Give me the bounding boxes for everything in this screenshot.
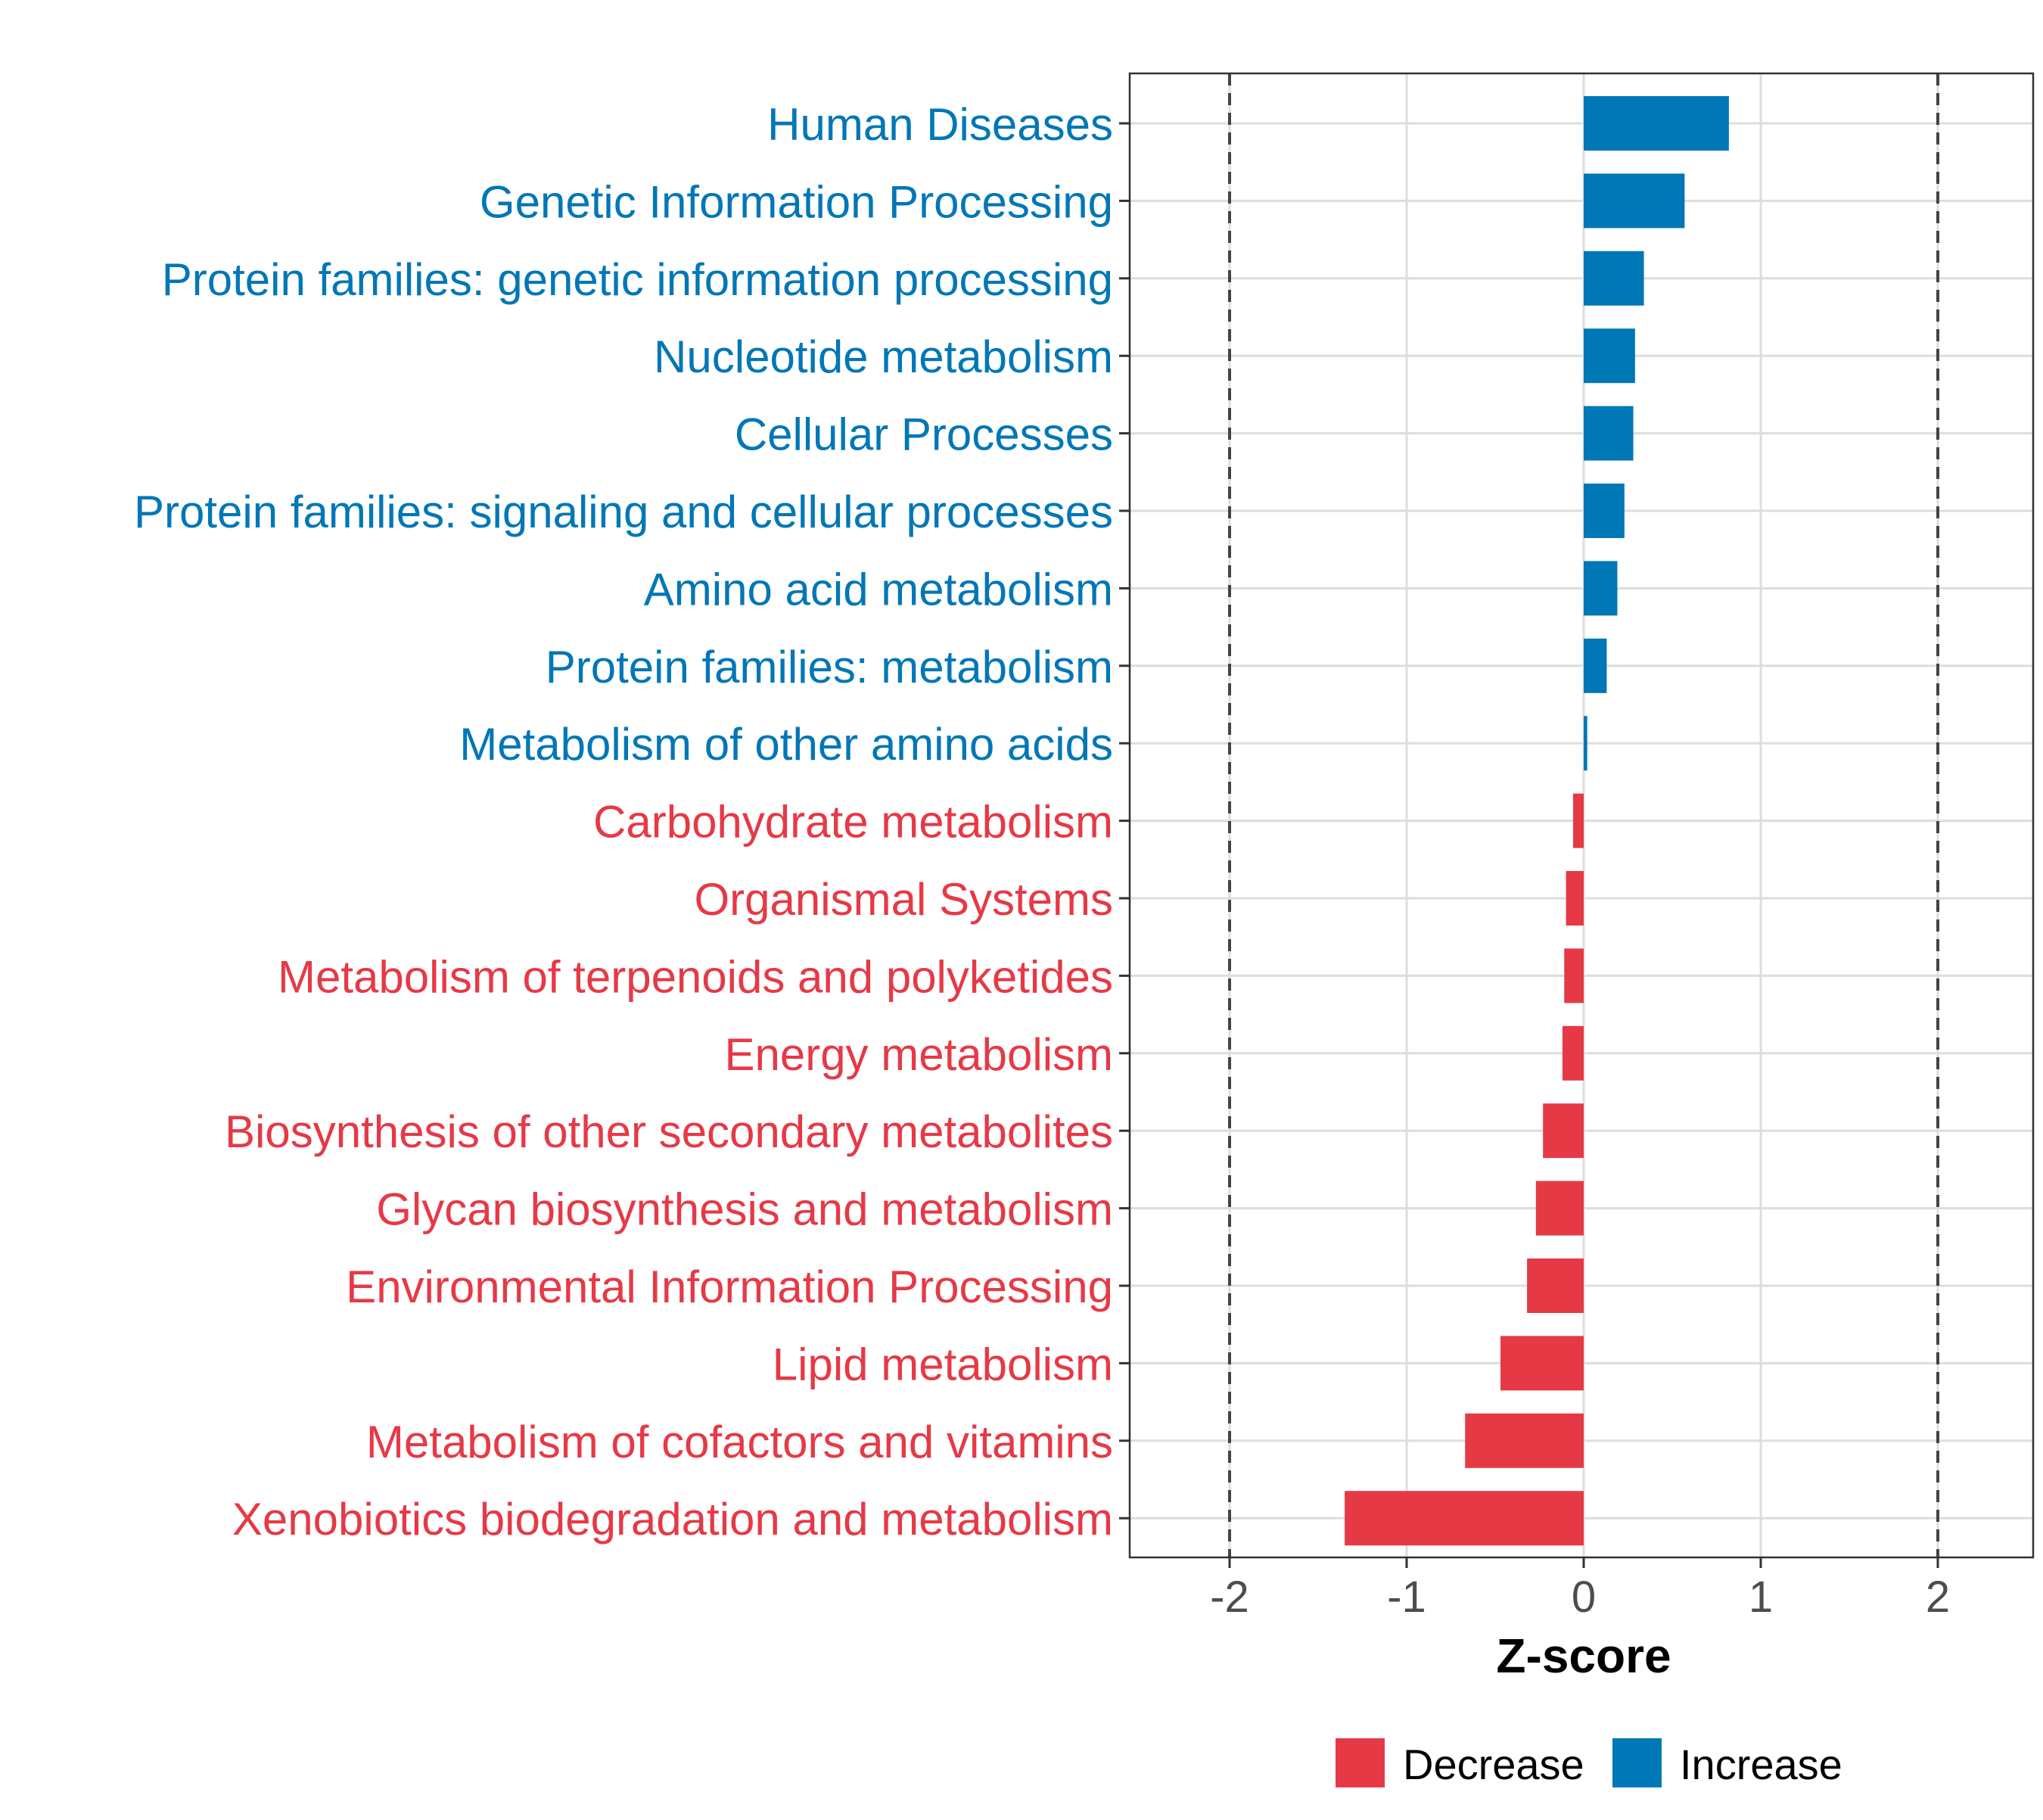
x-tick-label: 0 bbox=[1572, 1573, 1596, 1622]
y-tick-label: Metabolism of terpenoids and polyketides bbox=[278, 951, 1113, 1002]
y-tick-label: Metabolism of cofactors and vitamins bbox=[366, 1417, 1113, 1467]
y-tick-label: Cellular Processes bbox=[735, 409, 1113, 460]
x-axis: -2 -1 0 1 2 bbox=[1210, 1557, 1950, 1622]
bar bbox=[1465, 1413, 1584, 1468]
legend-swatch bbox=[1612, 1738, 1662, 1787]
bar bbox=[1584, 716, 1587, 771]
bar bbox=[1527, 1258, 1584, 1313]
y-tick-label: Protein families: metabolism bbox=[546, 642, 1113, 692]
y-tick-label: Lipid metabolism bbox=[773, 1339, 1113, 1389]
y-tick-label: Amino acid metabolism bbox=[644, 564, 1113, 614]
bar bbox=[1566, 871, 1584, 926]
bars bbox=[1345, 96, 1729, 1546]
x-tick-label: 1 bbox=[1749, 1573, 1773, 1622]
y-tick-label: Human Diseases bbox=[767, 99, 1113, 150]
y-tick-label: Protein families: signaling and cellular… bbox=[134, 487, 1113, 537]
bar bbox=[1572, 793, 1584, 848]
legend-swatch bbox=[1336, 1738, 1385, 1787]
bar bbox=[1564, 948, 1584, 1003]
y-tick-label: Xenobiotics biodegradation and metabolis… bbox=[232, 1494, 1113, 1545]
reference-lines bbox=[1228, 73, 1939, 1557]
y-tick-label: Biosynthesis of other secondary metaboli… bbox=[225, 1106, 1113, 1157]
bar bbox=[1584, 638, 1607, 693]
bar bbox=[1584, 173, 1685, 229]
bar bbox=[1562, 1025, 1584, 1081]
x-tick-label: -1 bbox=[1387, 1573, 1426, 1622]
bar bbox=[1584, 561, 1618, 616]
y-tick-label: Nucleotide metabolism bbox=[654, 331, 1113, 382]
legend-label: Decrease bbox=[1403, 1741, 1584, 1788]
x-tick-label: -2 bbox=[1210, 1573, 1249, 1622]
y-tick-label: Glycan biosynthesis and metabolism bbox=[376, 1184, 1113, 1235]
y-tick-label: Carbohydrate metabolism bbox=[593, 797, 1113, 848]
bar bbox=[1345, 1491, 1584, 1546]
legend-label: Increase bbox=[1680, 1741, 1842, 1788]
x-tick-label: 2 bbox=[1926, 1573, 1950, 1622]
bar bbox=[1584, 250, 1644, 306]
legend: Decrease Increase bbox=[1336, 1738, 1842, 1788]
y-tick-label: Environmental Information Processing bbox=[346, 1262, 1113, 1312]
y-tick-label: Energy metabolism bbox=[724, 1029, 1113, 1080]
y-tick-label: Metabolism of other amino acids bbox=[459, 719, 1113, 770]
y-tick-label: Protein families: genetic information pr… bbox=[162, 254, 1113, 305]
y-tick-label: Organismal Systems bbox=[695, 874, 1113, 925]
bar bbox=[1543, 1103, 1584, 1159]
y-axis: Human Diseases Genetic Information Proces… bbox=[134, 99, 1130, 1545]
bar bbox=[1500, 1336, 1584, 1391]
panel-border bbox=[1128, 72, 2035, 1559]
x-axis-title: Z-score bbox=[1496, 1629, 1671, 1683]
bar bbox=[1584, 328, 1635, 384]
bar bbox=[1584, 406, 1634, 461]
bar bbox=[1535, 1181, 1584, 1236]
bar bbox=[1584, 484, 1625, 538]
bar bbox=[1584, 96, 1729, 151]
y-tick-label: Genetic Information Processing bbox=[480, 176, 1113, 227]
